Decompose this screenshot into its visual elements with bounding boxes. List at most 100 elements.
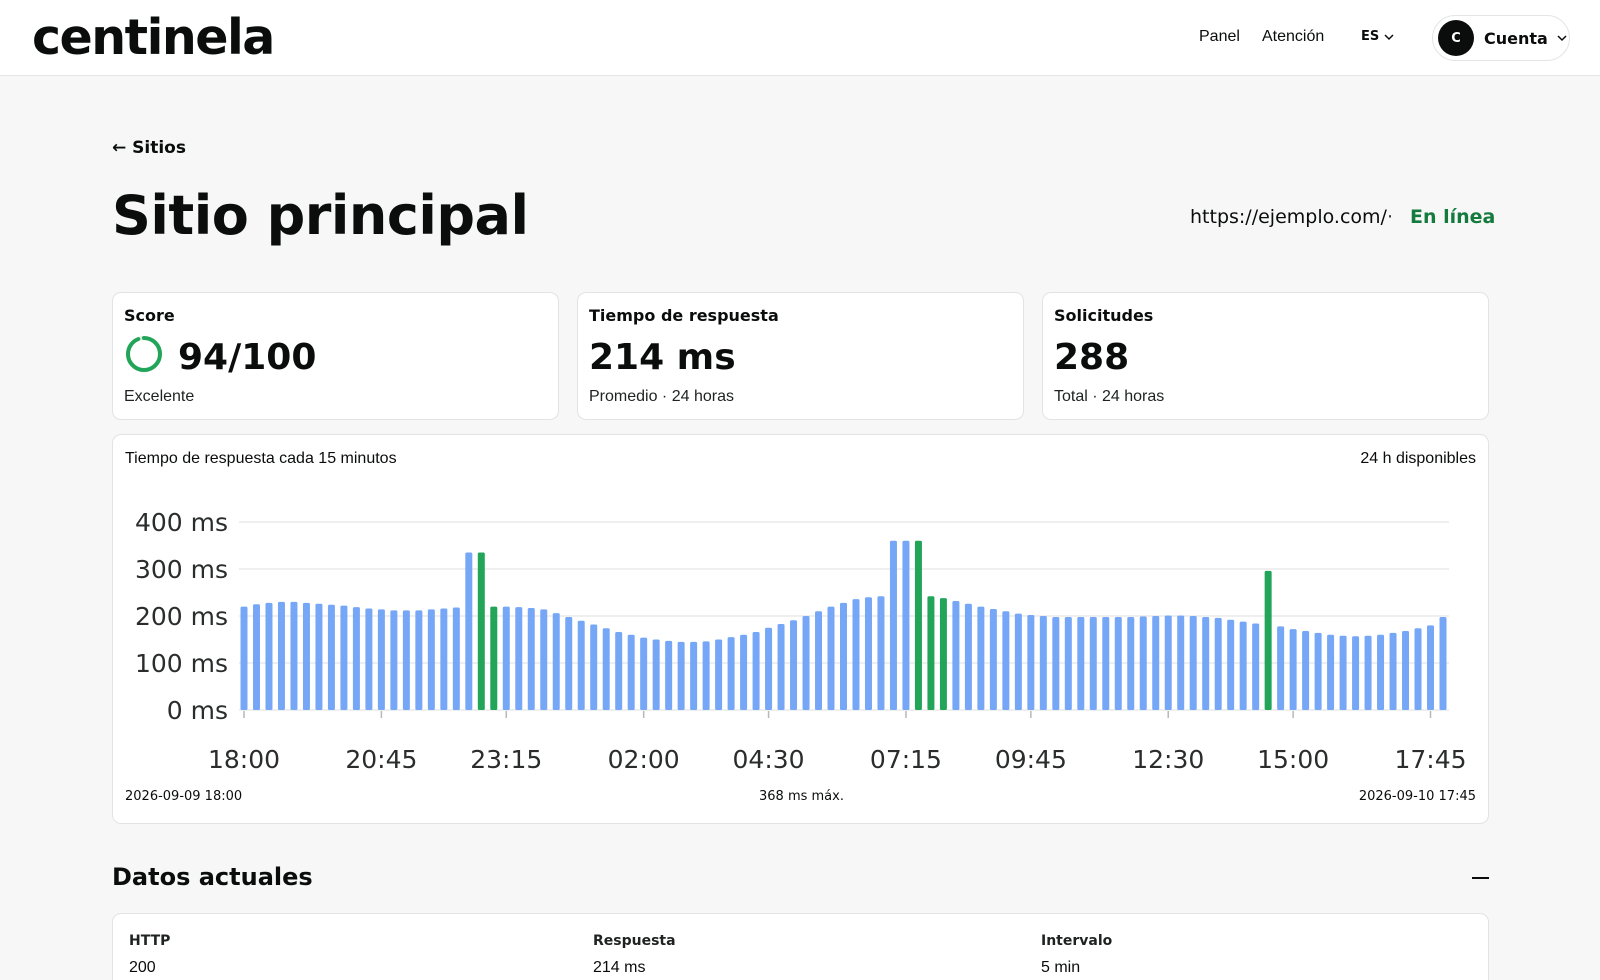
chart-bar: [1252, 623, 1260, 710]
chart-start-date: 2026-09-09 18:00: [125, 789, 243, 804]
collapse-minus-icon[interactable]: [1472, 868, 1490, 886]
y-tick-label: 100 ms: [135, 649, 228, 678]
chart-bar: [740, 634, 748, 710]
chart-bar: [952, 600, 960, 710]
back-to-sites-link[interactable]: ← Sitios: [112, 138, 186, 158]
chart-bar: [365, 608, 373, 710]
chart-bar: [1289, 629, 1297, 710]
chart-bar: [577, 620, 585, 710]
chart-bar: [352, 607, 360, 710]
chart-bar: [1177, 615, 1185, 710]
chart-bar: [1064, 616, 1072, 710]
response-value: 214 ms: [593, 959, 646, 976]
nav-atencion[interactable]: Atención: [1262, 28, 1325, 45]
chart-bar: [1214, 617, 1222, 710]
chart-bar: [827, 606, 835, 710]
score-label: Score: [124, 306, 175, 325]
chart-bar: [277, 601, 285, 710]
chart-bar: [1364, 635, 1372, 710]
avatar: C: [1438, 20, 1474, 56]
chart-bar: [615, 631, 623, 710]
chart-bar: [552, 613, 560, 710]
chart-bar: [815, 611, 823, 710]
x-tick-label: 20:45: [345, 745, 417, 774]
x-tick-label: 12:30: [1132, 745, 1204, 774]
chart-bar: [315, 603, 323, 710]
chart-bar: [527, 608, 535, 710]
chart-bar: [1414, 628, 1422, 710]
chart-bar: [302, 602, 310, 710]
requests-sub: Total · 24 horas: [1054, 388, 1165, 405]
chart-bar: [265, 602, 273, 710]
site-url-link[interactable]: https://ejemplo.com/: [1190, 206, 1387, 228]
status-badge: En línea: [1410, 206, 1496, 228]
x-tick-label: 17:45: [1394, 745, 1466, 774]
chart-bar: [1314, 632, 1322, 710]
chart-availability: 24 h disponibles: [1360, 450, 1476, 467]
y-tick-label: 200 ms: [135, 602, 228, 631]
chart-bar: [677, 641, 685, 710]
response-time-sub: Promedio · 24 horas: [589, 388, 734, 405]
score-value: 94/100: [178, 337, 317, 378]
current-data-title: Datos actuales: [112, 863, 313, 891]
chart-bar: [790, 620, 798, 710]
chart-bar: [490, 606, 498, 710]
chart-bar: [452, 607, 460, 710]
chart-bar: [640, 637, 648, 710]
chart-bar: [840, 602, 847, 710]
chart-bar: [477, 552, 485, 710]
nav-panel[interactable]: Panel: [1199, 28, 1240, 45]
y-tick-label: 300 ms: [135, 555, 228, 584]
x-tick-label: 02:00: [608, 745, 680, 774]
chart-bar: [1139, 616, 1147, 710]
chart-bar: [1277, 626, 1285, 710]
chart-bar: [777, 623, 785, 710]
chart-bar: [1327, 634, 1335, 710]
chart-bar: [1027, 615, 1035, 710]
http-label: HTTP: [129, 933, 171, 949]
x-tick-label: 18:00: [208, 745, 280, 774]
chart-bar: [1089, 616, 1097, 710]
logo[interactable]: centinela: [32, 9, 275, 66]
chart-bar: [1102, 616, 1110, 710]
account-label: Cuenta: [1484, 28, 1548, 48]
chart-bar: [652, 639, 660, 710]
chart-bar: [602, 628, 610, 710]
account-menu[interactable]: C Cuenta: [1432, 15, 1570, 61]
chart-bar: [1239, 621, 1247, 710]
response-time-value: 214 ms: [589, 337, 736, 378]
chart-bar: [1114, 616, 1122, 710]
chart-bar: [702, 641, 710, 710]
chart-bar: [290, 601, 298, 710]
chart-bar: [1052, 616, 1060, 710]
x-tick-label: 07:15: [870, 745, 942, 774]
chart-bar: [989, 608, 997, 710]
requests-label: Solicitudes: [1054, 306, 1154, 325]
chart-bar: [590, 624, 598, 710]
language-label: ES: [1361, 29, 1380, 44]
chart-bar: [665, 640, 673, 710]
chart-bar: [377, 609, 385, 710]
chart-bar: [852, 599, 860, 710]
chart-bar: [252, 604, 260, 710]
chart-bar: [1427, 625, 1435, 710]
chart-bar: [1377, 634, 1385, 710]
requests-card: Solicitudes 288 Total · 24 horas: [1042, 292, 1489, 420]
x-tick-label: 15:00: [1257, 745, 1329, 774]
chart-bar: [765, 627, 773, 710]
chart-bar: [1352, 636, 1360, 710]
response-time-card: Tiempo de respuesta 214 ms Promedio · 24…: [577, 292, 1024, 420]
chart-bar: [964, 603, 972, 710]
chevron-down-icon: [1384, 34, 1394, 41]
chart-title: Tiempo de respuesta cada 15 minutos: [125, 450, 397, 467]
chart-bar: [1127, 616, 1135, 710]
chart-bar: [752, 631, 760, 710]
chart-bar: [690, 641, 698, 710]
chart-bar: [927, 596, 935, 710]
chart-bar: [889, 540, 897, 710]
chart-bar: [864, 597, 872, 710]
chart-bar: [914, 540, 922, 710]
chart-bar: [390, 610, 398, 710]
language-selector[interactable]: ES: [1361, 27, 1395, 47]
chart-bar: [1164, 615, 1172, 710]
